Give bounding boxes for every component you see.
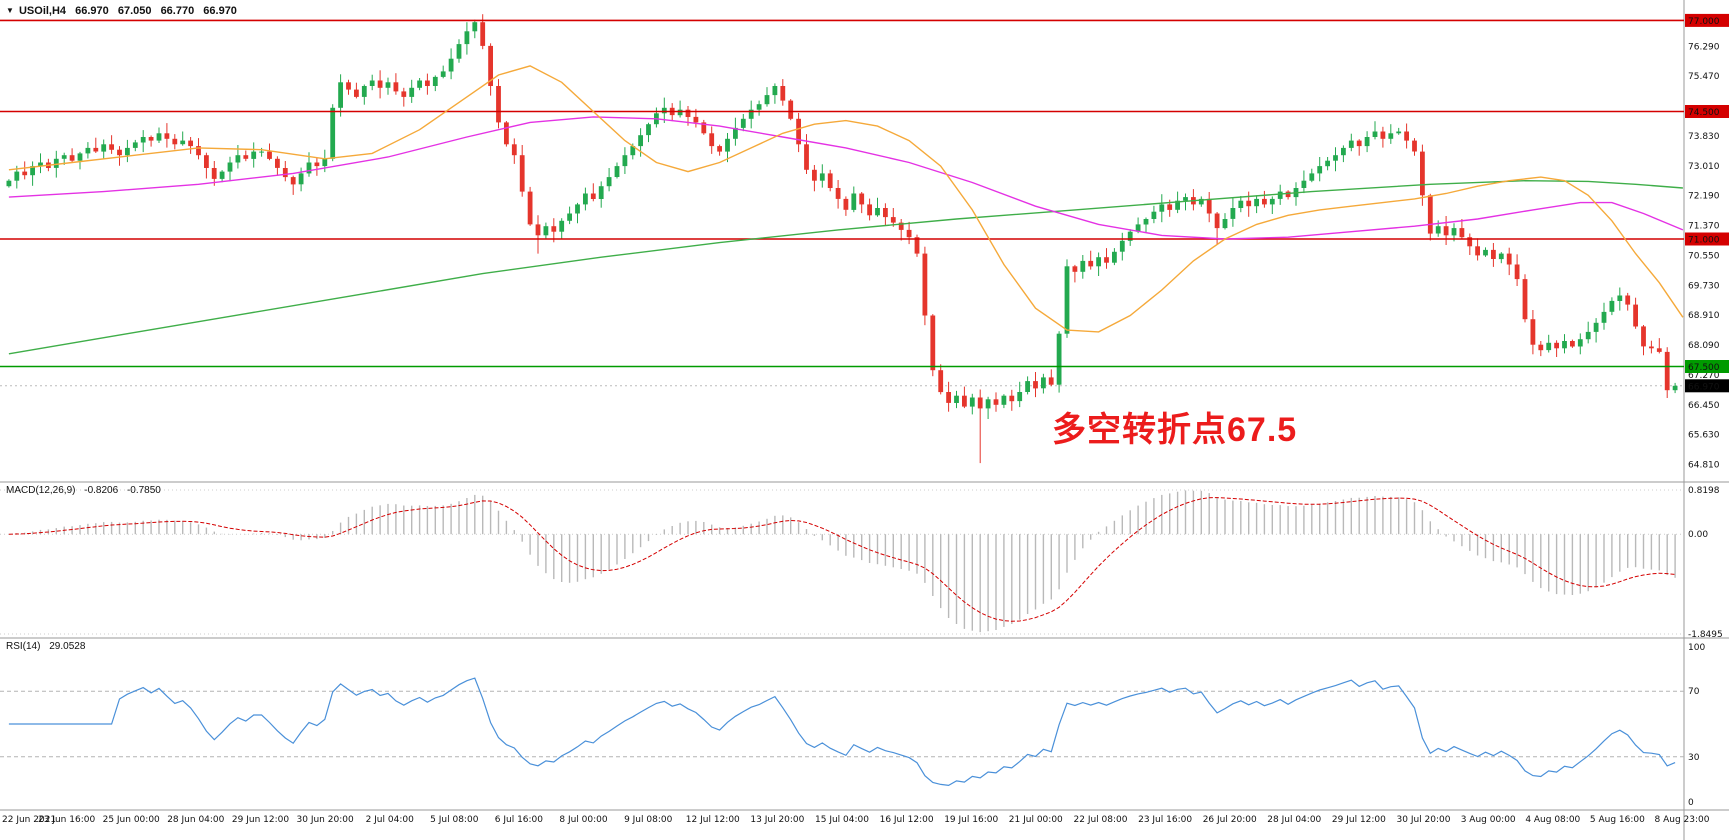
svg-text:65.630: 65.630 <box>1688 431 1720 441</box>
svg-text:22 Jul 08:00: 22 Jul 08:00 <box>1074 815 1128 825</box>
svg-text:72.190: 72.190 <box>1688 192 1720 202</box>
svg-text:5 Jul 08:00: 5 Jul 08:00 <box>430 815 479 825</box>
rsi-name: RSI(14) <box>6 641 41 652</box>
svg-text:28 Jun 04:00: 28 Jun 04:00 <box>167 815 224 825</box>
svg-text:77.000: 77.000 <box>1688 17 1720 27</box>
svg-text:29 Jul 12:00: 29 Jul 12:00 <box>1332 815 1386 825</box>
svg-text:5 Aug 16:00: 5 Aug 16:00 <box>1590 815 1645 825</box>
svg-text:70.550: 70.550 <box>1688 251 1720 261</box>
macd-name: MACD(12,26,9) <box>6 485 76 496</box>
svg-text:8 Aug 23:00: 8 Aug 23:00 <box>1655 815 1710 825</box>
rsi-value: 29.0528 <box>49 641 86 652</box>
svg-text:12 Jul 12:00: 12 Jul 12:00 <box>686 815 740 825</box>
svg-text:-1.8495: -1.8495 <box>1688 630 1723 640</box>
macd-value-main: -0.8206 <box>84 485 119 496</box>
ohlc-open: 66.970 <box>75 5 109 17</box>
svg-text:68.090: 68.090 <box>1688 341 1720 351</box>
svg-text:66.450: 66.450 <box>1688 401 1720 411</box>
svg-text:22 Jun 2021: 22 Jun 2021 <box>2 815 56 825</box>
svg-text:8 Jul 00:00: 8 Jul 00:00 <box>559 815 608 825</box>
ohlc-close: 66.970 <box>203 5 237 17</box>
svg-text:76.290: 76.290 <box>1688 42 1720 52</box>
svg-text:64.810: 64.810 <box>1688 461 1720 471</box>
symbol-dropdown-icon[interactable]: ▼ <box>6 6 14 15</box>
macd-indicator-label: MACD(12,26,9) -0.8206 -0.7850 <box>6 485 167 496</box>
svg-text:69.730: 69.730 <box>1688 281 1720 291</box>
svg-text:29 Jun 12:00: 29 Jun 12:00 <box>232 815 289 825</box>
svg-text:13 Jul 20:00: 13 Jul 20:00 <box>750 815 804 825</box>
rsi-indicator-label: RSI(14) 29.0528 <box>6 641 91 652</box>
svg-text:2 Jul 04:00: 2 Jul 04:00 <box>366 815 415 825</box>
macd-value-signal: -0.7850 <box>126 485 161 496</box>
svg-text:0: 0 <box>1688 798 1694 808</box>
svg-text:74.500: 74.500 <box>1688 108 1720 118</box>
svg-text:16 Jul 12:00: 16 Jul 12:00 <box>880 815 934 825</box>
svg-text:23 Jun 16:00: 23 Jun 16:00 <box>38 815 95 825</box>
symbol-timeframe-label: USOil,H4 <box>18 5 67 17</box>
svg-text:73.830: 73.830 <box>1688 132 1720 142</box>
svg-text:71.370: 71.370 <box>1688 222 1720 232</box>
ohlc-low: 66.770 <box>160 5 195 17</box>
symbol-info: ▼ USOil,H4 66.970 67.050 66.770 66.970 <box>6 5 243 17</box>
svg-text:25 Jun 00:00: 25 Jun 00:00 <box>103 815 160 825</box>
svg-text:100: 100 <box>1688 643 1705 653</box>
svg-text:67.270: 67.270 <box>1688 371 1720 381</box>
svg-text:68.910: 68.910 <box>1688 311 1720 321</box>
svg-text:21 Jul 00:00: 21 Jul 00:00 <box>1009 815 1063 825</box>
svg-text:30: 30 <box>1688 753 1700 763</box>
svg-text:19 Jul 16:00: 19 Jul 16:00 <box>944 815 998 825</box>
svg-text:73.010: 73.010 <box>1688 162 1720 172</box>
svg-text:15 Jul 04:00: 15 Jul 04:00 <box>815 815 869 825</box>
svg-text:9 Jul 08:00: 9 Jul 08:00 <box>624 815 673 825</box>
svg-text:28 Jul 04:00: 28 Jul 04:00 <box>1267 815 1321 825</box>
ohlc-high: 67.050 <box>117 5 152 17</box>
svg-text:23 Jul 16:00: 23 Jul 16:00 <box>1138 815 1192 825</box>
svg-text:4 Aug 08:00: 4 Aug 08:00 <box>1525 815 1580 825</box>
svg-text:66.970: 66.970 <box>1688 382 1720 392</box>
svg-text:30 Jun 20:00: 30 Jun 20:00 <box>297 815 354 825</box>
chart-annotation: 多空转折点67.5 <box>1052 411 1298 449</box>
svg-text:75.470: 75.470 <box>1688 72 1720 82</box>
svg-text:0.8198: 0.8198 <box>1688 486 1720 496</box>
svg-text:26 Jul 20:00: 26 Jul 20:00 <box>1203 815 1257 825</box>
svg-text:6 Jul 16:00: 6 Jul 16:00 <box>495 815 544 825</box>
svg-text:71.000: 71.000 <box>1688 236 1720 246</box>
svg-text:0.00: 0.00 <box>1688 530 1708 540</box>
svg-text:3 Aug 00:00: 3 Aug 00:00 <box>1461 815 1516 825</box>
svg-text:67.500: 67.500 <box>1688 363 1720 373</box>
svg-text:70: 70 <box>1688 687 1700 697</box>
svg-text:30 Jul 20:00: 30 Jul 20:00 <box>1397 815 1451 825</box>
